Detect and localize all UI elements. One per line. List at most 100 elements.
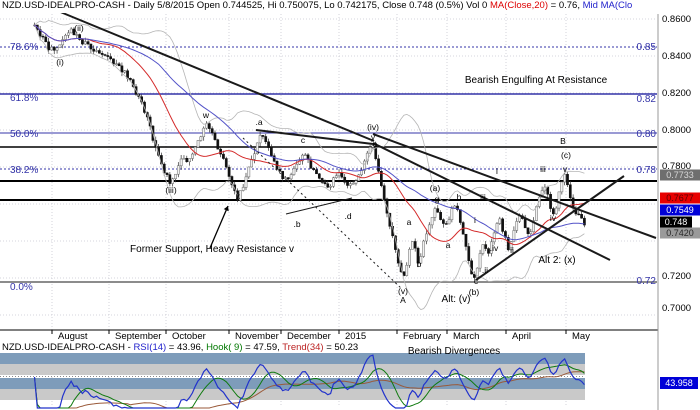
candle-up [50,46,53,51]
candle-down [583,217,586,226]
candle-down [484,244,488,249]
candle-down [106,55,110,57]
wave-label: (c) [561,150,571,160]
candle-up [371,145,375,148]
candle-down [315,169,318,175]
candle-down [470,260,473,275]
candle-down [52,46,56,51]
candle-down [281,171,285,180]
candle-up [337,172,341,177]
trendline-secondary-downtrend[interactable] [255,129,374,145]
candle-down [148,116,152,127]
trendline-fan-steep[interactable] [372,142,611,261]
candle-up [405,265,409,276]
candle-up [61,39,65,46]
wave-label: ii [510,245,514,255]
y-axis-price-label: 0.7000 [662,303,691,314]
candle-up [357,174,361,181]
candle-down [568,184,572,199]
title-segment: = 47.59, [242,342,283,353]
candle-up [509,241,513,251]
trendline-fan-lower[interactable] [372,133,657,239]
rsi-value-badge: 43.958 [660,377,698,389]
candle-up [250,159,253,168]
trendline-dotted-guide[interactable] [242,137,403,290]
x-axis-month-label: April [512,331,531,342]
wave-label: .iv [490,243,499,253]
candle-up [475,267,479,278]
title-segment: = 0.76, [548,0,583,11]
candle-down [210,128,214,134]
candle-up [360,170,363,176]
candle-up [363,160,366,171]
candle-up [495,223,499,234]
trendline-major-downtrend[interactable] [57,10,375,142]
bollinger-lower-line [34,24,585,310]
candle-down [577,213,581,216]
candle-down [109,56,112,60]
wave-label: .a [255,117,262,127]
candlestick-series [33,22,586,281]
candle-up [419,256,423,264]
annotation-alt2-count: Alt 2: (x) [538,255,576,266]
wave-label: c [301,135,306,145]
trendline-minor-support[interactable] [285,197,353,215]
wave-label: iv [550,213,557,223]
candle-down [216,139,220,150]
y-axis-price-label: 0.8400 [662,51,691,62]
candle-up [408,249,411,266]
trend34-line [34,371,585,409]
price-badge [660,216,692,228]
wave-label: c [474,276,479,286]
candle-up [289,174,293,180]
candle-down [222,153,225,159]
candle-down [286,177,290,180]
wave-label: a [407,217,412,227]
trendline-wedge-rising[interactable] [475,175,625,281]
candle-down [320,178,324,183]
candle-up [422,240,426,257]
annotation-arrow [209,205,229,249]
candle-down [464,233,468,247]
candle-up [430,217,434,226]
candle-down [89,43,93,50]
wave-label: w [202,110,210,120]
candle-down [374,145,378,160]
candle-up [179,158,183,167]
candle-down [44,36,48,43]
wave-label: e [373,139,378,149]
wave-label: .ii [482,265,488,275]
title-segment: Trend(34) [282,342,324,353]
candle-up [95,50,98,52]
fib-level-label: 38.2% [10,165,38,176]
x-axis-month-label: February [403,331,441,342]
wave-label: (ii) [74,23,84,33]
candle-up [351,183,355,185]
candle-down [98,50,101,54]
candle-up [83,41,87,45]
candle-down [312,168,316,170]
candle-down [317,173,321,179]
candle-up [58,44,62,49]
wave-label: A [400,295,406,305]
annotation-former-support: Former Support, Heavy Resistance v [130,244,294,255]
candle-down [185,158,189,162]
candle-down [162,163,166,174]
price-badge [660,204,700,216]
title-segment: NZD.USD-IDEALPRO-CASH - Daily 5/8/2015 O… [2,0,490,11]
x-axis-month-label: 2015 [345,331,366,342]
inner-price-label: 0.78 [637,165,657,176]
rsi-band [0,353,585,364]
rsi-band [0,364,585,375]
inner-price-label: 0.72 [637,276,657,287]
candle-up [292,168,296,175]
title-segment: MA(Close,20) [489,0,549,11]
candle-up [563,174,567,183]
candle-up [411,241,414,250]
bollinger-upper-line [34,19,585,213]
candle-down [100,53,104,55]
candle-down [168,174,172,184]
wave-label: y [371,132,376,142]
